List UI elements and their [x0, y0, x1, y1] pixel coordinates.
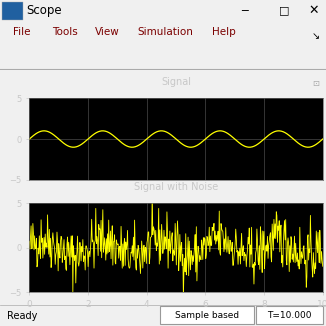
Bar [2, 2, 23, 20]
Text: Signal with Noise: Signal with Noise [134, 182, 218, 192]
FancyBboxPatch shape [160, 306, 254, 324]
Text: ⊡: ⊡ [313, 79, 319, 88]
Text: ↘: ↘ [311, 31, 319, 41]
Text: T=10.000: T=10.000 [267, 311, 312, 320]
Text: ✕: ✕ [308, 4, 319, 17]
Text: ─: ─ [241, 6, 248, 16]
Text: Signal: Signal [161, 77, 191, 87]
Text: File: File [13, 27, 31, 37]
Text: □: □ [279, 6, 289, 16]
Text: Simulation: Simulation [137, 27, 193, 37]
Text: Help: Help [212, 27, 236, 37]
Text: Sample based: Sample based [175, 311, 239, 320]
Text: Scope: Scope [26, 4, 62, 17]
Text: View: View [95, 27, 119, 37]
FancyBboxPatch shape [256, 306, 323, 324]
Text: Tools: Tools [52, 27, 78, 37]
Text: Ready: Ready [7, 311, 37, 321]
